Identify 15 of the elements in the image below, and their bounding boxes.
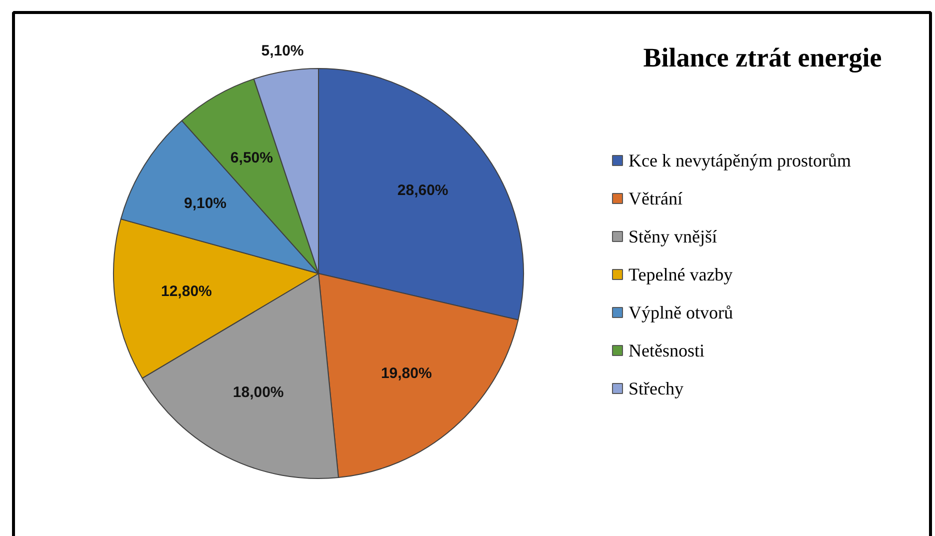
legend-label: Kce k nevytápěným prostorům <box>628 150 851 170</box>
legend-label: Netěsnosti <box>628 340 704 360</box>
data-label: 6,50% <box>230 150 273 167</box>
legend-label: Stěny vnější <box>628 226 717 246</box>
data-label: 9,10% <box>184 194 227 212</box>
data-label: 18,00% <box>232 384 284 401</box>
data-label: 5,10% <box>261 42 304 60</box>
data-label: 12,80% <box>161 282 212 300</box>
legend-label: Tepelné vazby <box>628 264 733 284</box>
data-label: 28,60% <box>397 182 448 200</box>
data-label: 19,80% <box>380 365 432 382</box>
legend-label: Výplně otvorů <box>628 302 733 322</box>
legend-label: Střechy <box>628 378 684 398</box>
chart-title: Bilance ztrát energie <box>643 42 882 72</box>
legend-label: Větrání <box>628 188 682 208</box>
